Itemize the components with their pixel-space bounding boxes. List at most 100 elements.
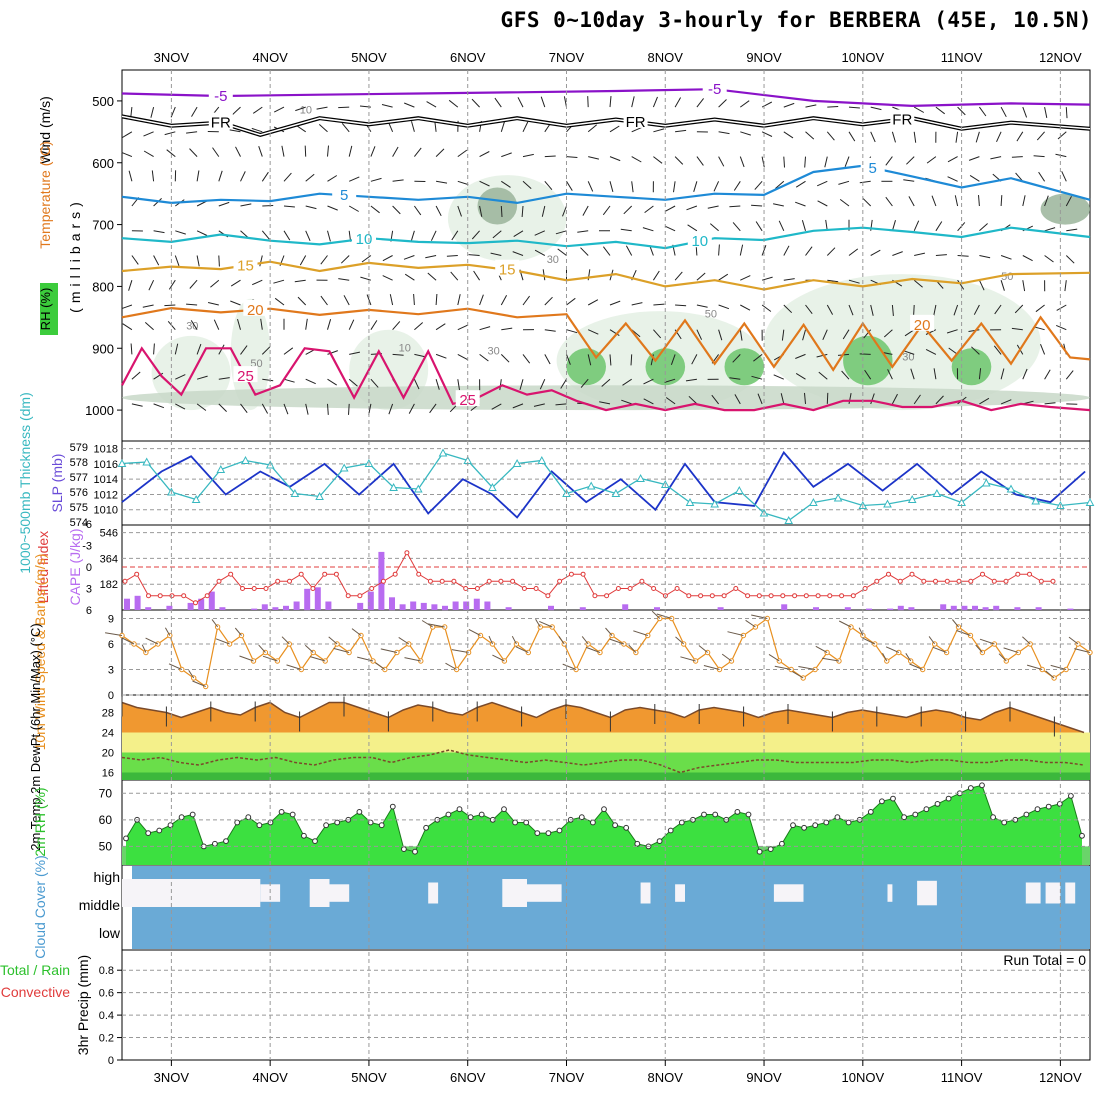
wind-barb-393 xyxy=(775,180,785,189)
wind-barb-275 xyxy=(588,156,600,160)
wind10m-barb-0 xyxy=(105,632,123,636)
li-point-35 xyxy=(533,586,539,591)
wind-barb-225 xyxy=(500,205,503,218)
cape-bar-0 xyxy=(124,598,130,610)
cloud-ylabels: Cloud Cover (%) xyxy=(32,855,48,958)
li-point-0 xyxy=(122,578,128,584)
rh-contour-label-3: 10 xyxy=(399,342,411,354)
wind10m-barb-9 xyxy=(215,638,230,645)
isotherm-label-bg-6-1 xyxy=(455,390,480,407)
wind-barb-304 xyxy=(620,228,632,232)
wind-barb-221 xyxy=(494,97,502,108)
wind-barb-467 xyxy=(891,393,898,405)
wind-barb-326 xyxy=(675,129,687,133)
wind-barb-454 xyxy=(870,393,875,405)
rh-point-9 xyxy=(223,838,229,844)
wind10m-barb-69 xyxy=(932,646,947,653)
upper-ylabel-millibars: (millibars) xyxy=(67,197,83,313)
wind-barb-534 xyxy=(1016,131,1024,142)
slp-tick-3: 1012 xyxy=(94,489,118,501)
cape-bar-77 xyxy=(940,604,947,610)
rh-contour-label-0: 10 xyxy=(300,104,312,116)
cloud-high-bar-14 xyxy=(1065,882,1076,904)
wind-barb-46 xyxy=(189,279,198,289)
rh-contour-label-5: 30 xyxy=(547,254,559,266)
wind-barb-181 xyxy=(408,403,415,414)
wind-barb-348 xyxy=(691,354,698,365)
rh-point-35 xyxy=(512,819,518,826)
wind-barb-190 xyxy=(435,293,438,306)
wind10m-barb-71 xyxy=(956,630,971,636)
li-point-56 xyxy=(780,593,786,599)
li-tick-2: 0 xyxy=(86,562,92,574)
wind-barb-62 xyxy=(218,344,225,355)
wind-barb-19 xyxy=(153,255,160,266)
wind-barb-232 xyxy=(499,379,502,391)
rh-point-10 xyxy=(234,819,241,826)
wind-barb-475 xyxy=(913,279,923,288)
wind-barb-27 xyxy=(164,131,176,136)
wind-barb-565 xyxy=(1065,255,1075,264)
cloud-high-bar-4 xyxy=(428,882,439,904)
wind-barb-215 xyxy=(473,270,481,281)
wind-barb-438 xyxy=(842,329,850,340)
wind-barb-117 xyxy=(316,106,328,110)
wind-barb-503 xyxy=(946,329,958,334)
wind-barb-50 xyxy=(196,375,208,380)
wind-barb-156 xyxy=(381,104,393,108)
cape-bar-17 xyxy=(304,588,311,611)
wind-barb-245 xyxy=(519,379,524,390)
wind-barb-298 xyxy=(599,401,611,405)
wind-barb-502 xyxy=(953,304,959,316)
precip-tick-4: 0 xyxy=(108,1055,114,1067)
wind-barb-396 xyxy=(783,245,790,256)
rh-point-50 xyxy=(678,819,685,826)
wind-barb-22 xyxy=(144,322,154,331)
wind-barb-107 xyxy=(305,173,315,182)
cape-bar-47 xyxy=(622,604,629,610)
temp-tick-2: 20 xyxy=(102,748,114,760)
rh-point-55 xyxy=(734,809,741,815)
wind-barb-557 xyxy=(1044,369,1051,380)
wind-barb-154 xyxy=(370,378,379,388)
cloud-high-bar-13 xyxy=(1045,882,1061,904)
wind-barb-146 xyxy=(370,177,382,182)
wind10m-barb-76 xyxy=(1022,636,1031,645)
rh-point-11 xyxy=(245,814,252,821)
thickness-point-12 xyxy=(413,484,423,493)
date-label-bottom-0: 3NOV xyxy=(154,1070,190,1085)
wind-barb-422 xyxy=(826,247,836,256)
wind-barb-289 xyxy=(609,181,614,193)
wind-barb-453 xyxy=(864,369,872,380)
wind-barb-163 xyxy=(382,275,393,281)
wind-barb-202 xyxy=(450,271,459,281)
rh-point-59 xyxy=(779,840,785,847)
wind-barb-319 xyxy=(652,270,660,281)
wind-barb-251 xyxy=(541,205,546,217)
rh-tick-1: 60 xyxy=(99,813,113,827)
wind10m-ylabels: 10m Wind Speed & Barbs (m/s) xyxy=(32,554,48,751)
cape-bar-27 xyxy=(410,601,417,610)
wind10m-barb-58 xyxy=(798,666,816,670)
wind-barb-481 xyxy=(935,106,946,115)
wind-barb-541 xyxy=(1014,304,1024,314)
wind-barb-184 xyxy=(435,148,445,157)
wind10m-barb-24 xyxy=(398,636,410,645)
wind-barb-415 xyxy=(804,392,806,404)
wind-barb-524 xyxy=(1000,195,1003,207)
wind-barb-388 xyxy=(751,375,763,380)
wind-barb-187 xyxy=(430,230,437,241)
wind10m-barb-73 xyxy=(979,638,995,645)
cape-bar-2 xyxy=(145,607,152,610)
wind-barb-73 xyxy=(230,300,241,306)
wind-barb-265 xyxy=(555,230,567,235)
wind-barb-395 xyxy=(778,220,785,232)
wind-barb-498 xyxy=(954,195,959,207)
day-gridlines xyxy=(170,70,1061,1060)
wind-barb-387 xyxy=(753,354,763,362)
wind-barb-365 xyxy=(740,131,751,136)
wind-barb-478 xyxy=(903,350,915,355)
cape-ylabels: Lifted Index CAPE (J/kg) xyxy=(35,528,83,605)
rh-point-15 xyxy=(289,811,296,818)
wind-barb-461 xyxy=(892,251,903,256)
